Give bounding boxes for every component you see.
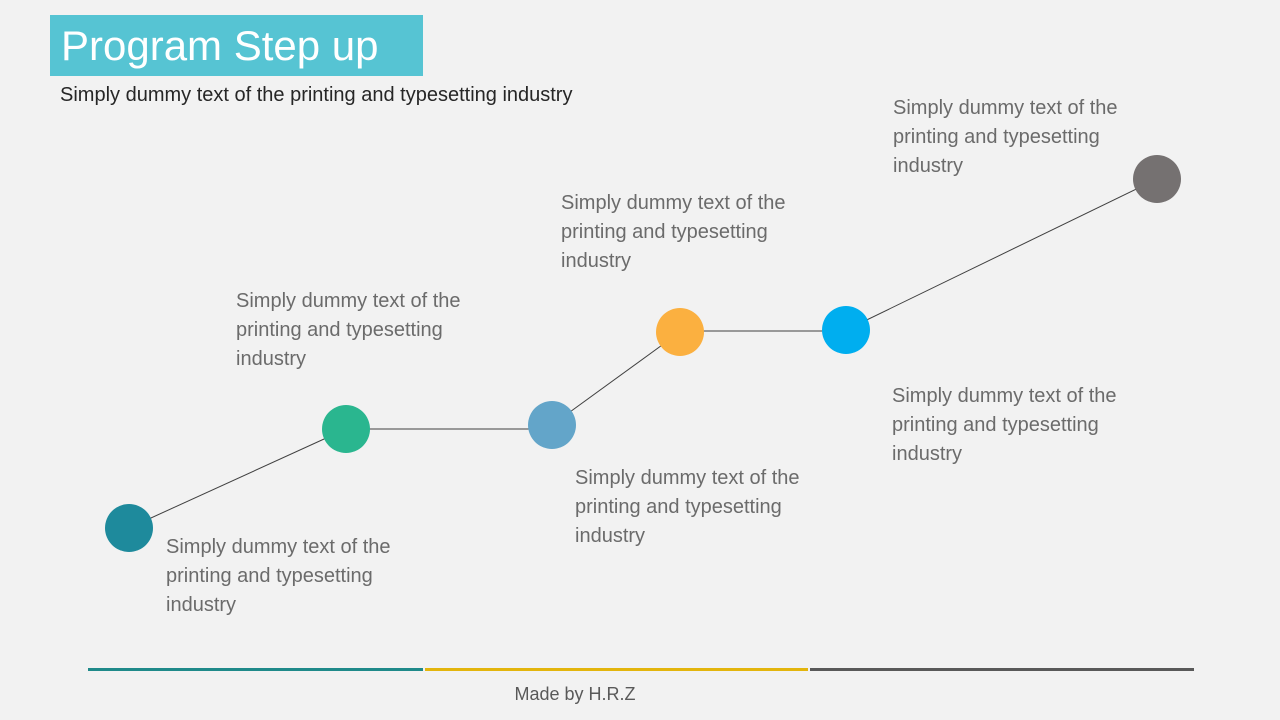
footer-bar-gray [810,668,1194,671]
footer-bar-teal [88,668,423,671]
footer-credit: Made by H.R.Z [514,684,636,704]
connector-line-5-6 [845,178,1158,331]
step-caption-2: Simply dummy text of the printing and ty… [236,290,461,370]
connector-line-3-4 [551,331,681,426]
step-node-4 [656,308,704,356]
step-node-6 [1133,155,1181,203]
step-node-1 [105,504,153,552]
page-subtitle: Simply dummy text of the printing and ty… [60,84,573,106]
step-caption-6: Simply dummy text of the printing and ty… [893,97,1118,177]
step-caption-1: Simply dummy text of the printing and ty… [166,536,391,616]
step-node-3 [528,401,576,449]
step-node-2 [322,405,370,453]
footer-bar-yellow [425,668,808,671]
step-caption-4: Simply dummy text of the printing and ty… [561,192,786,272]
connector-lines [128,178,1158,529]
title-banner: Program Step up [50,15,423,76]
connector-line-1-2 [128,428,347,529]
page-title: Program Step up [61,22,379,69]
step-node-5 [822,306,870,354]
step-caption-5: Simply dummy text of the printing and ty… [892,385,1117,465]
step-caption-3: Simply dummy text of the printing and ty… [575,467,800,547]
